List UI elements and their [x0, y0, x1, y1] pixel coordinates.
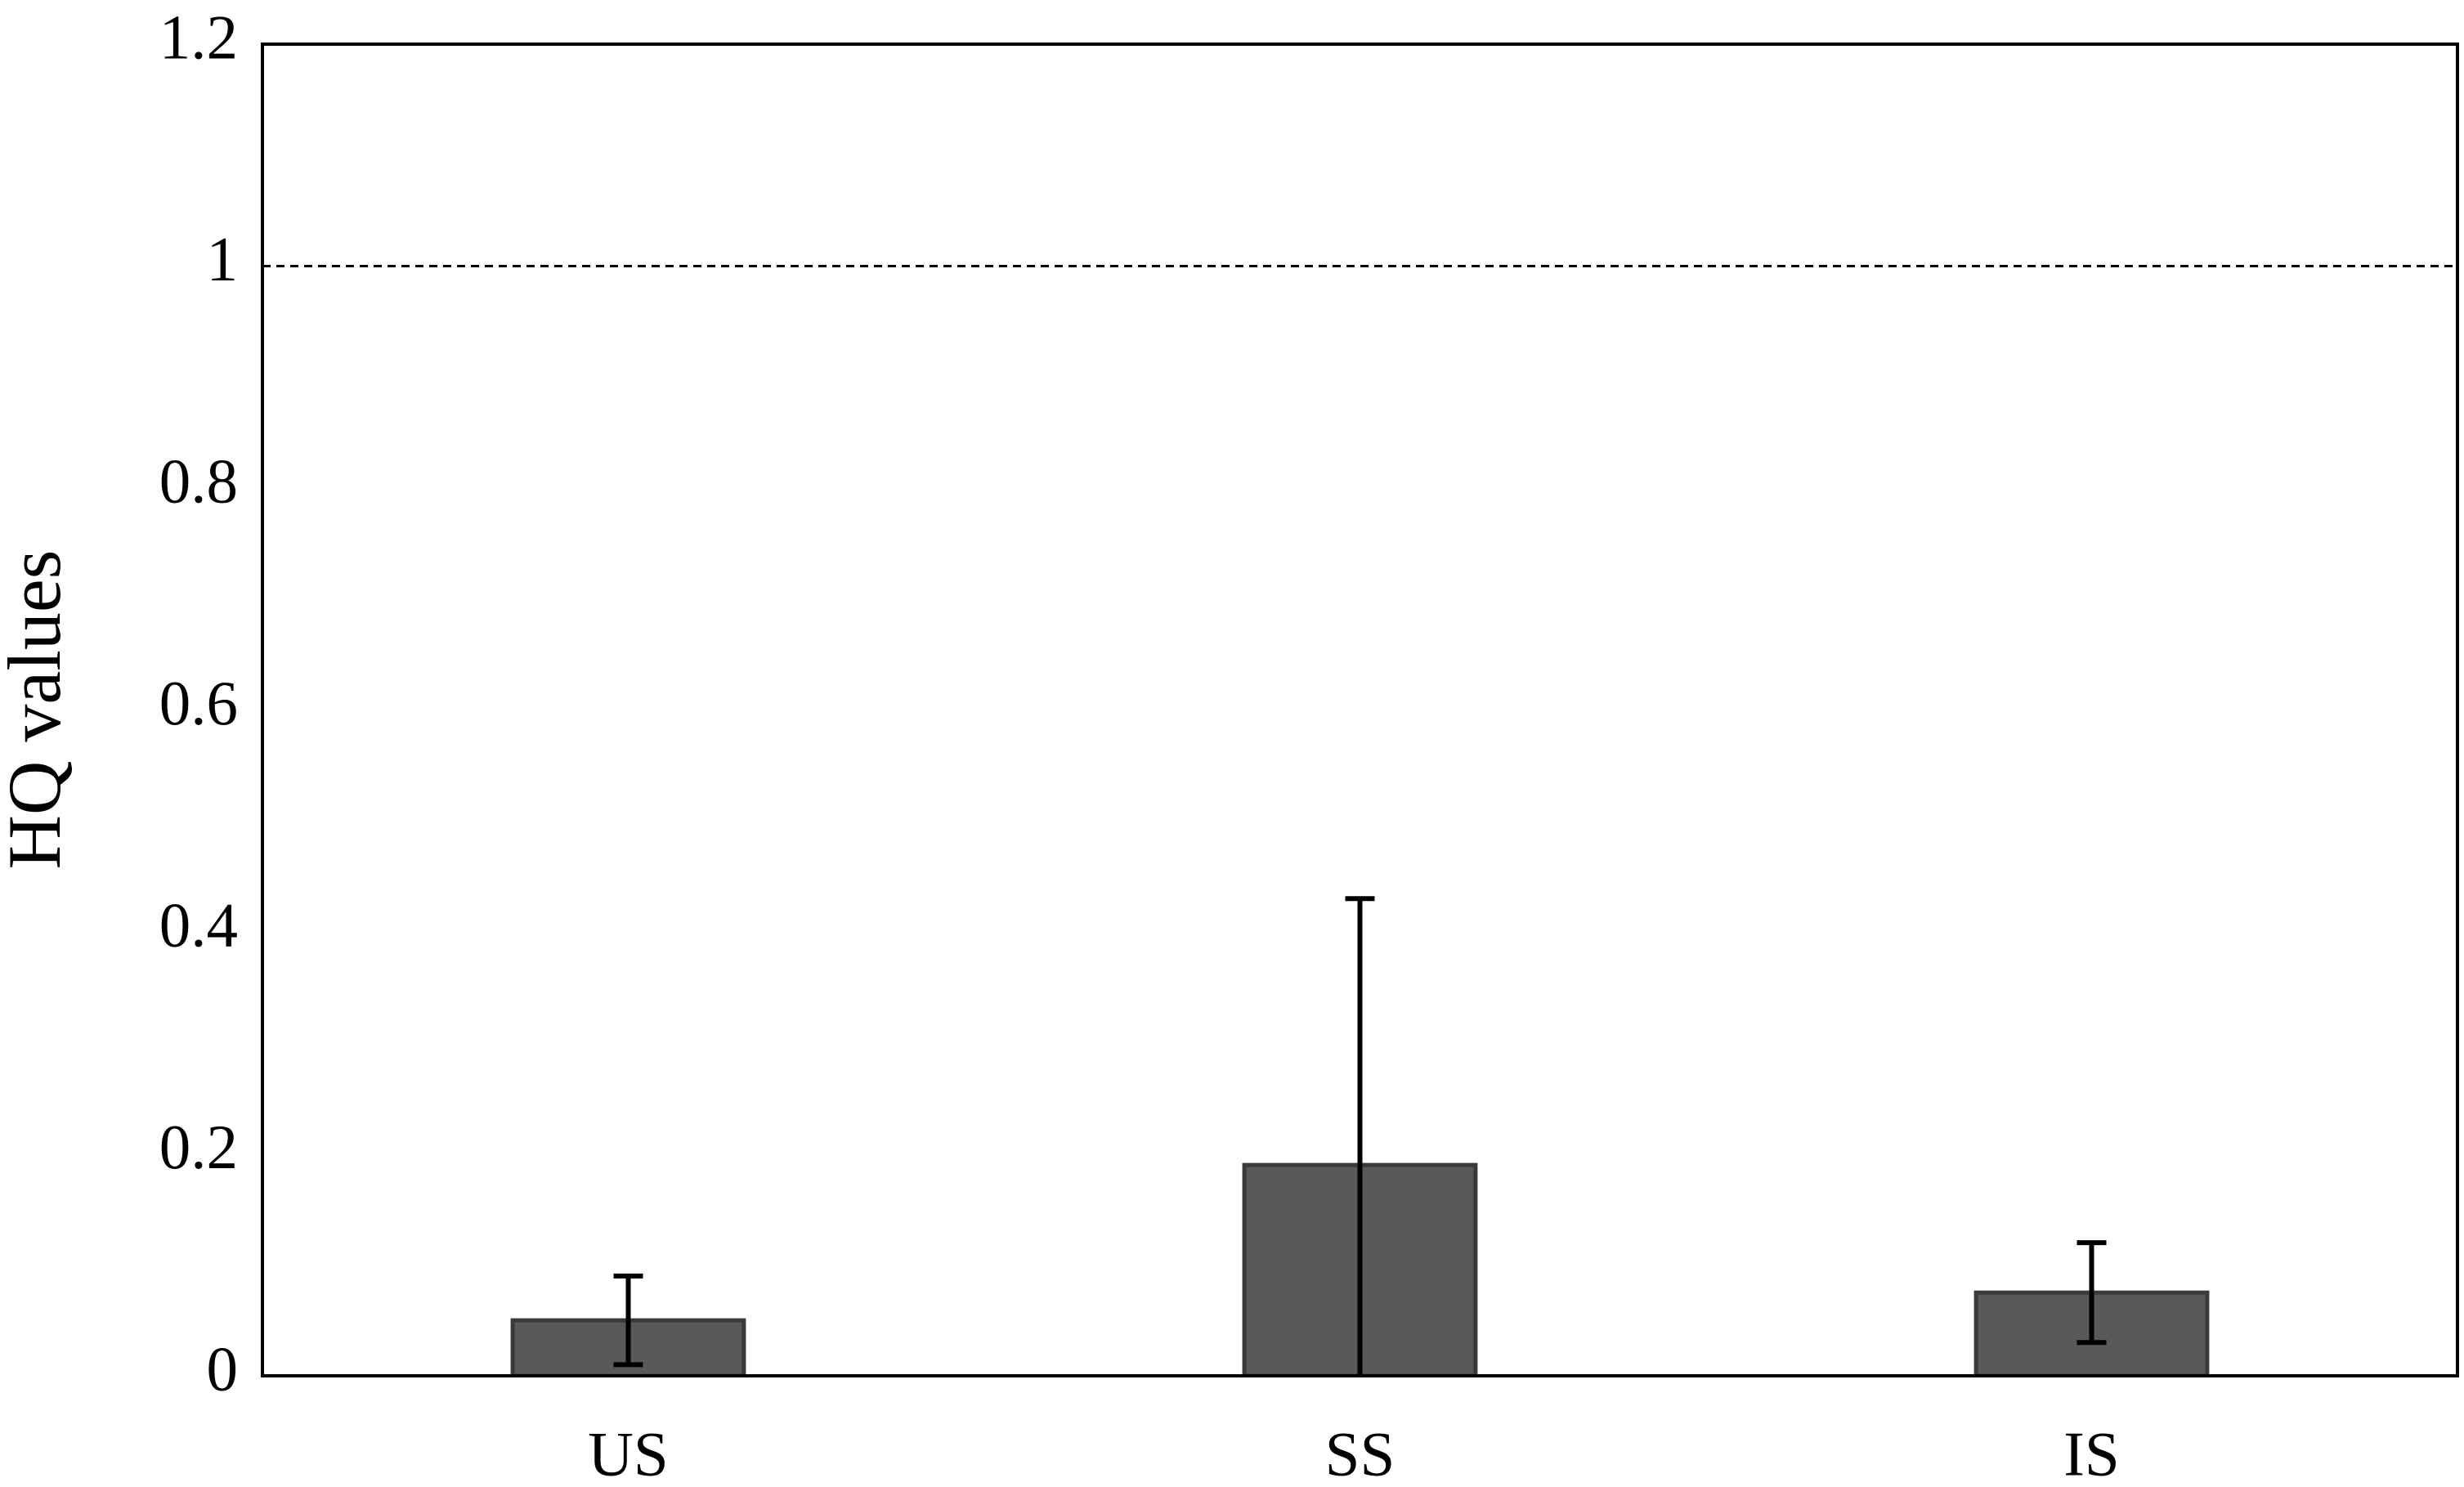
- y-tick-label: 0.8: [159, 446, 238, 517]
- error-bar: [613, 1273, 643, 1368]
- y-tick-label: 1: [207, 224, 239, 294]
- error-bar: [2076, 1240, 2107, 1346]
- y-tick-label: 1.2: [159, 2, 238, 73]
- y-tick-label: 0.4: [159, 890, 238, 961]
- y-axis-title: HQ values: [0, 550, 76, 870]
- x-tick-label: US: [588, 1419, 668, 1487]
- plot-frame: [261, 43, 2459, 1377]
- x-tick-label: SS: [1325, 1419, 1396, 1487]
- error-bar: [1345, 896, 1375, 1376]
- plot-area: [510, 896, 2210, 1376]
- y-tick-label: 0.2: [159, 1112, 238, 1182]
- y-tick-label: 0.6: [159, 668, 238, 738]
- x-tick-label: IS: [2063, 1419, 2119, 1487]
- y-tick-label: 0: [207, 1334, 239, 1404]
